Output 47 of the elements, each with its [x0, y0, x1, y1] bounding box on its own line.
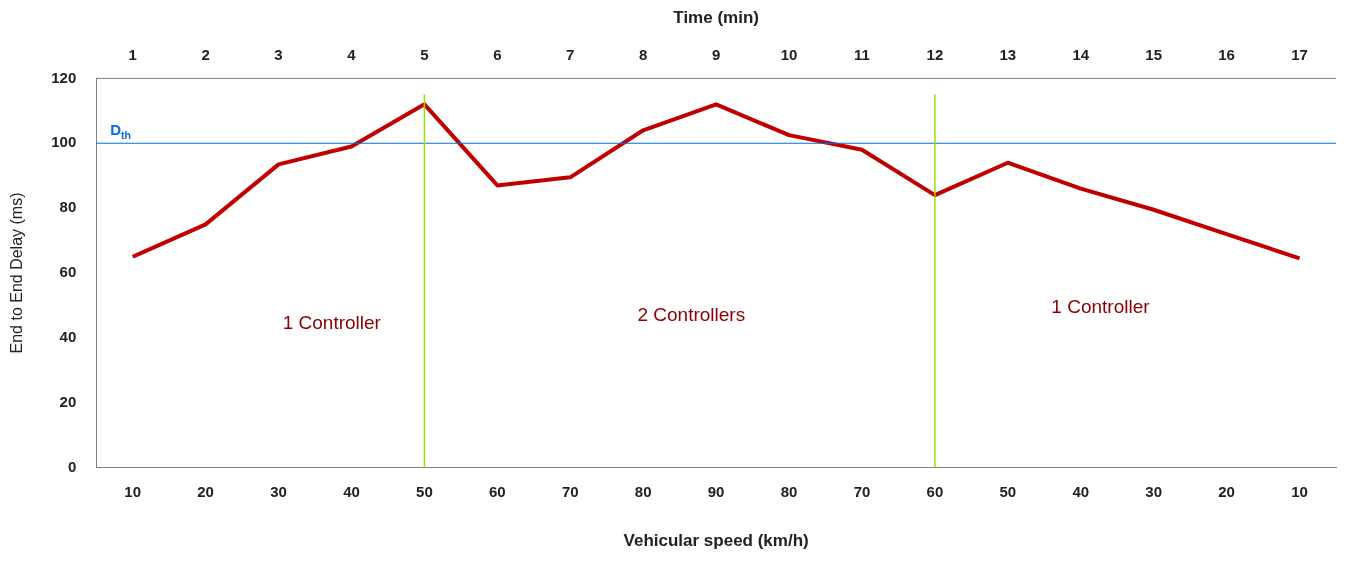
x-tick-label: 70 [561, 482, 579, 500]
x-tick-label: 60 [926, 482, 944, 500]
x2-tick-label: 14 [1072, 45, 1090, 63]
x-tick-label: 80 [780, 482, 798, 500]
y-tick-label: 0 [67, 457, 77, 475]
x-tick-label: 90 [707, 482, 725, 500]
x-tick-label: 20 [197, 482, 214, 500]
x2-tick-label: 10 [780, 45, 798, 63]
x-tick-label: 10 [124, 482, 142, 500]
x-tick-label: 50 [416, 482, 433, 500]
y-tick-label: 20 [59, 392, 77, 410]
x2-tick-label: 8 [639, 45, 648, 63]
x-tick-label: 10 [1291, 482, 1308, 500]
x2-axis-title: Time (min) [673, 7, 759, 27]
x2-tick-label: 6 [493, 45, 502, 63]
x2-tick-label: 13 [999, 45, 1017, 63]
x2-tick-label: 1 [128, 45, 137, 63]
x-tick-label: 50 [999, 482, 1017, 500]
annotation: 2 Controllers [637, 304, 746, 326]
y-tick-label: 40 [59, 328, 77, 346]
x2-tick-label: 15 [1145, 45, 1163, 63]
x-axis-title: Vehicular speed (km/h) [623, 531, 809, 551]
x-tick-label: 40 [343, 482, 360, 500]
x-tick-label: 80 [634, 482, 652, 500]
x2-tick-label: 4 [347, 45, 357, 63]
annotation: 1 Controller [1051, 296, 1151, 318]
x-tick-label: 30 [1145, 482, 1163, 500]
annotation: 1 Controller [282, 311, 382, 333]
y-tick-label: 60 [59, 263, 77, 281]
x2-tick-label: 9 [711, 45, 721, 63]
y-axis-title: End to End Delay (ms) [8, 192, 26, 354]
x-tick-label: 60 [488, 482, 506, 500]
x2-tick-label: 11 [854, 45, 870, 63]
x-tick-label: 30 [270, 482, 287, 500]
x2-tick-label: 12 [926, 45, 944, 63]
x-tick-label: 70 [853, 482, 871, 500]
x-tick-label: 40 [1072, 482, 1090, 500]
y-tick-label: 120 [51, 68, 77, 86]
x2-tick-label: 16 [1218, 45, 1235, 63]
x2-tick-label: 3 [274, 45, 283, 63]
x2-tick-label: 7 [566, 45, 575, 63]
x2-tick-label: 2 [201, 45, 210, 63]
x2-tick-label: 17 [1291, 45, 1308, 63]
y-tick-label: 80 [59, 198, 77, 216]
y-tick-label: 100 [51, 133, 77, 151]
x-tick-label: 20 [1218, 482, 1235, 500]
x2-tick-label: 5 [420, 45, 429, 63]
